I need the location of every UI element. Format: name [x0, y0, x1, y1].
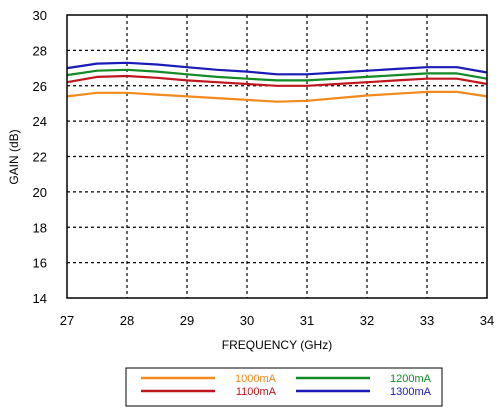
y-tick-label: 14: [33, 291, 47, 306]
legend-box: [125, 367, 443, 407]
y-tick-label: 24: [33, 114, 47, 129]
y-tick-label: 18: [33, 220, 47, 235]
series-lines: [66, 61, 488, 103]
legend-label-1300mA: 1300mA: [390, 386, 432, 398]
legend-label-1200mA: 1200mA: [390, 373, 432, 385]
x-tick-label: 34: [480, 313, 494, 328]
x-tick-label: 32: [360, 313, 374, 328]
legend-label-1100mA: 1100mA: [236, 386, 277, 398]
y-tick-label: 28: [33, 43, 47, 58]
x-tick-labels: 27 28 29 30 31 32 33 34: [60, 313, 494, 328]
series-line-1000mA: [66, 90, 488, 103]
x-tick-label: 28: [120, 313, 134, 328]
y-tick-label: 22: [33, 150, 47, 165]
plot-frame: [66, 14, 488, 299]
y-axis-label: GAIN (dB): [7, 129, 21, 184]
grid-lines: [67, 15, 487, 298]
x-tick-label: 33: [420, 313, 434, 328]
y-tick-label: 30: [33, 8, 47, 23]
series-line-1200mA: [66, 68, 488, 82]
x-tick-label: 27: [60, 313, 74, 328]
y-tick-label: 16: [33, 256, 47, 271]
series-line-1100mA: [66, 74, 488, 87]
y-tick-label: 26: [33, 79, 47, 94]
y-tick-labels: 14 16 18 20 22 24 26 28 30: [33, 8, 47, 306]
x-tick-label: 30: [240, 313, 254, 328]
legend-label-1000mA: 1000mA: [235, 373, 277, 385]
series-line-1300mA: [66, 61, 488, 76]
y-tick-label: 20: [33, 185, 47, 200]
x-tick-label: 29: [180, 313, 194, 328]
x-axis-label: FREQUENCY (GHz): [222, 338, 332, 352]
x-tick-label: 31: [300, 313, 314, 328]
